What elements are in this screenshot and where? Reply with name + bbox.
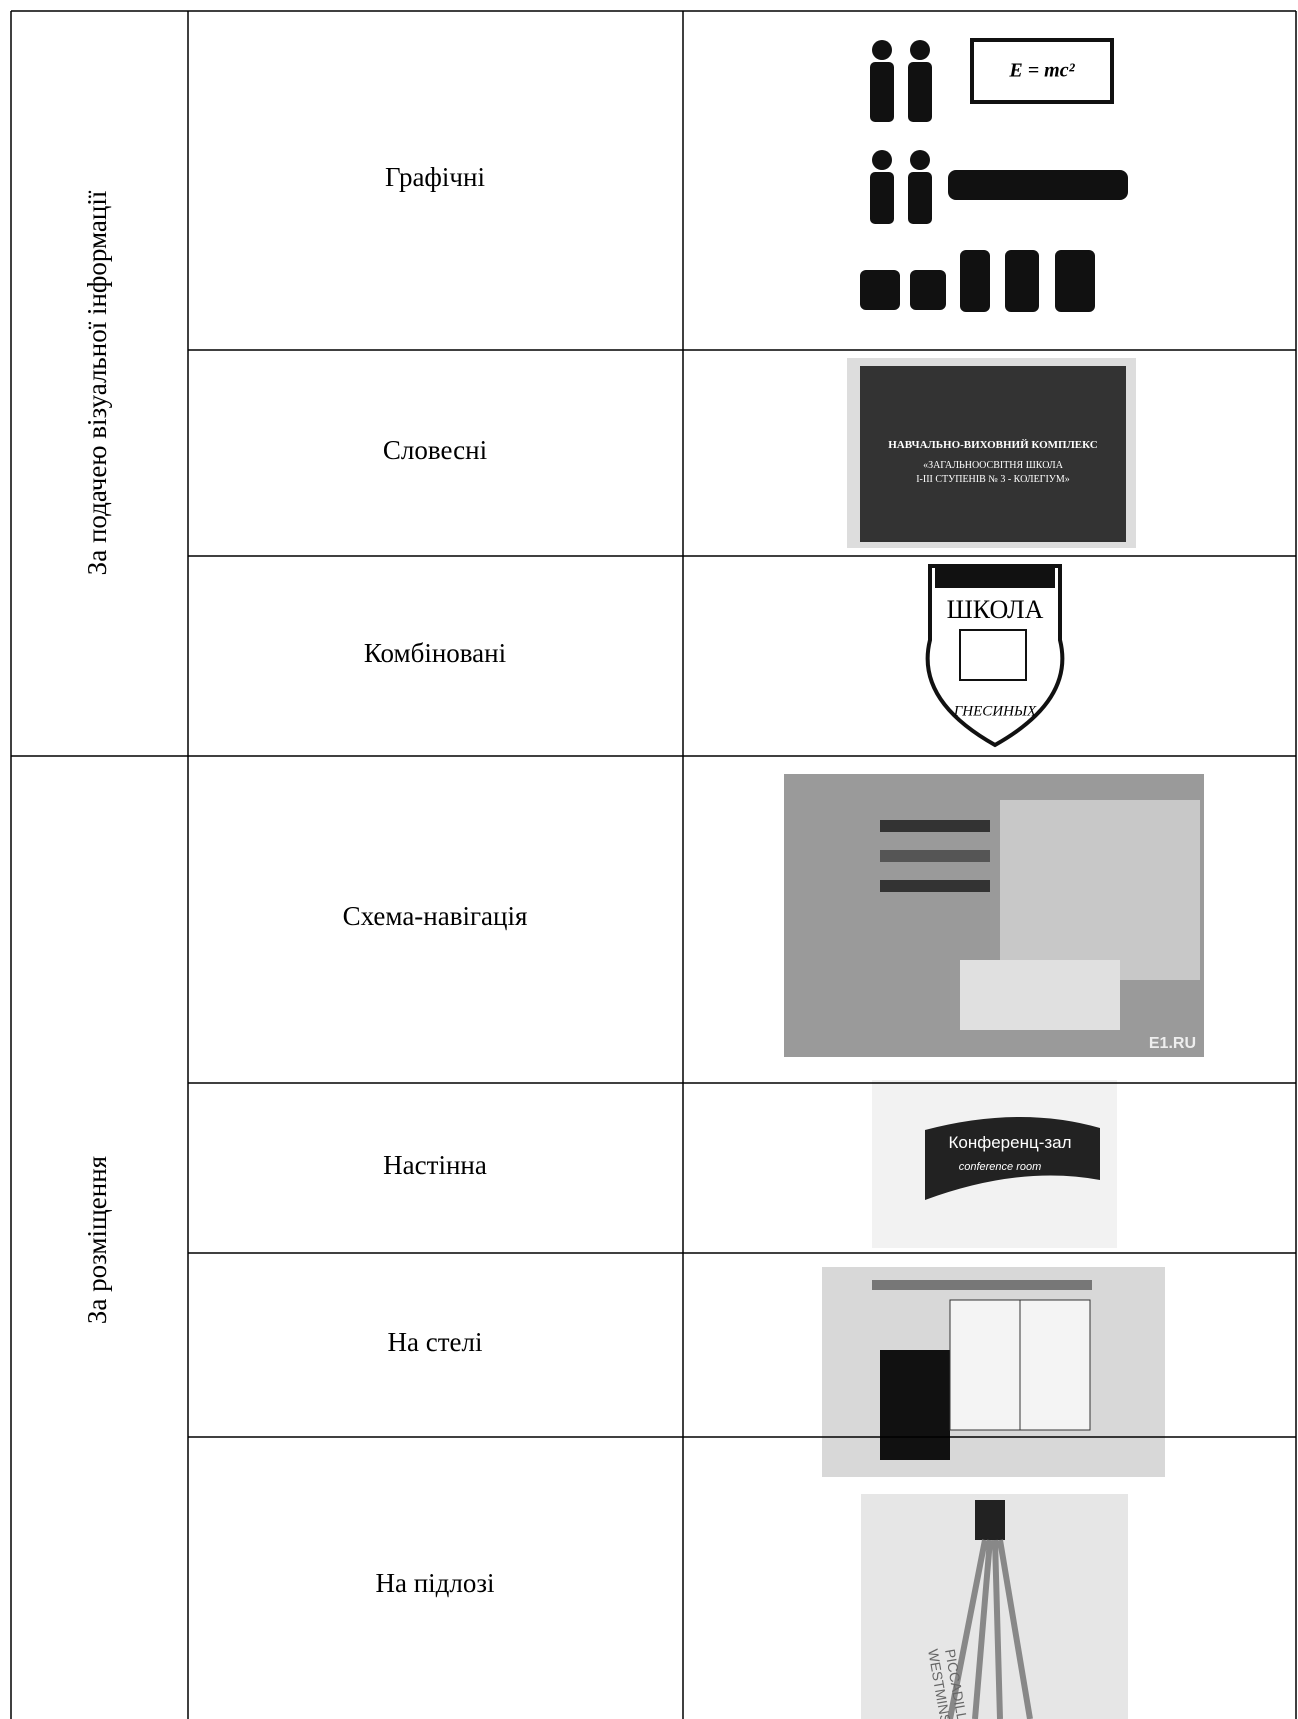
image-plaque: НАВЧАЛЬНО-ВИХОВНИЙ КОМПЛЕКС «ЗАГАЛЬНООСВ…: [847, 358, 1136, 548]
group-label: За подачею візуальної інформації: [82, 190, 112, 575]
group-label: За розміщення: [82, 1156, 112, 1324]
image-text: ГНЕСИНЫХ: [953, 703, 1037, 719]
image-text: Конференц-зал: [948, 1133, 1071, 1152]
image-text: E1.RU: [1149, 1035, 1196, 1052]
image-navigation: E1.RU: [784, 774, 1204, 1057]
image-text: ШКОЛА: [947, 595, 1044, 624]
image-text: E = mc²: [1008, 60, 1075, 82]
image-text: НАВЧАЛЬНО-ВИХОВНИЙ КОМПЛЕКС: [888, 439, 1098, 451]
image-text: conference room: [959, 1161, 1042, 1173]
row-label: Комбіновані: [364, 638, 506, 668]
row-label: Схема-навігація: [343, 901, 528, 931]
row-label: Графічні: [385, 162, 485, 192]
image-wall-sign: Конференц-зал conference room: [872, 1080, 1117, 1248]
row-label: На підлозі: [375, 1568, 494, 1598]
table-border: [10, 10, 1297, 1719]
row-label: Настінна: [383, 1150, 487, 1180]
row-label: Словесні: [383, 435, 487, 465]
image-emblem: ШКОЛА ГНЕСИНЫХ: [925, 564, 1065, 748]
image-text: І-ІІІ СТУПЕНІВ № 3 - КОЛЕГІУМ»: [916, 474, 1070, 485]
image-text: «ЗАГАЛЬНООСВІТНЯ ШКОЛА: [923, 460, 1064, 471]
row-label: На стелі: [388, 1327, 483, 1357]
image-floor: PICCADILLY WESTMINSTER: [861, 1494, 1128, 1719]
image-ceiling-sign: [822, 1267, 1165, 1477]
image-graphic: E = mc²: [852, 16, 1136, 344]
